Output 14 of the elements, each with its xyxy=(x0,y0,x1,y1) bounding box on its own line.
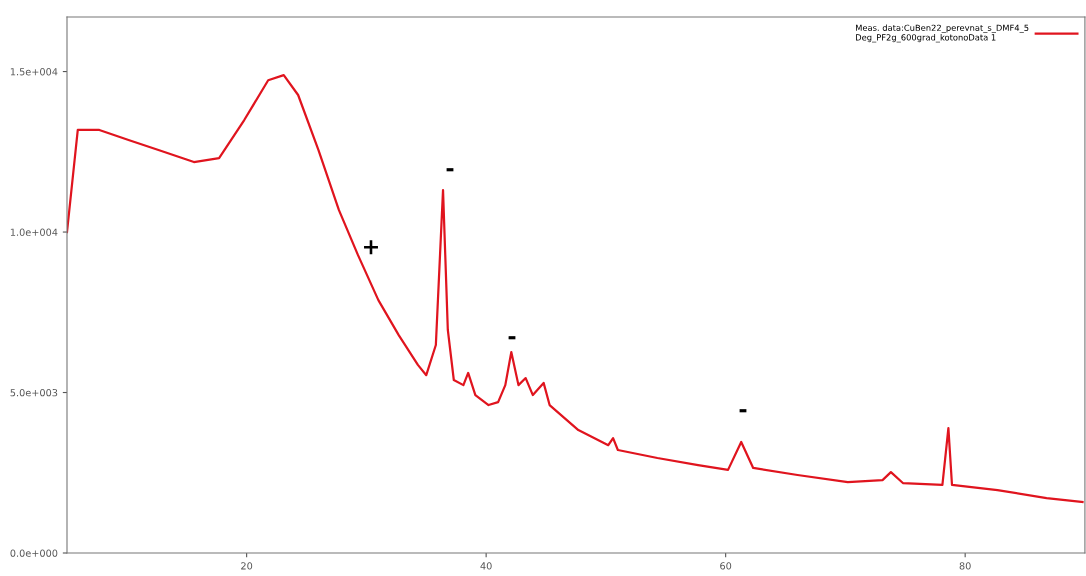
annotation: - xyxy=(508,336,516,340)
x-tick-label: 20 xyxy=(241,562,253,570)
annotation: - xyxy=(446,168,454,172)
x-tick-label: 80 xyxy=(959,562,971,570)
y-tick-label: 5.0e+003 xyxy=(10,389,58,397)
y-tick-label: 0.0e+000 xyxy=(10,549,58,557)
y-tick-label: 1.5e+004 xyxy=(10,68,58,76)
x-tick-label: 40 xyxy=(480,562,492,570)
text: Meas. data:CuBen22_perevnat_s_DMF4_5 Deg_PF2g_600grad_kotonoData 1 xyxy=(856,24,1029,43)
x-tick-label: 60 xyxy=(720,562,732,570)
annotation: - xyxy=(739,409,747,413)
annotation: + xyxy=(364,240,378,255)
y-tick-label: 1.0e+004 xyxy=(10,228,58,236)
line-series xyxy=(67,73,1084,504)
